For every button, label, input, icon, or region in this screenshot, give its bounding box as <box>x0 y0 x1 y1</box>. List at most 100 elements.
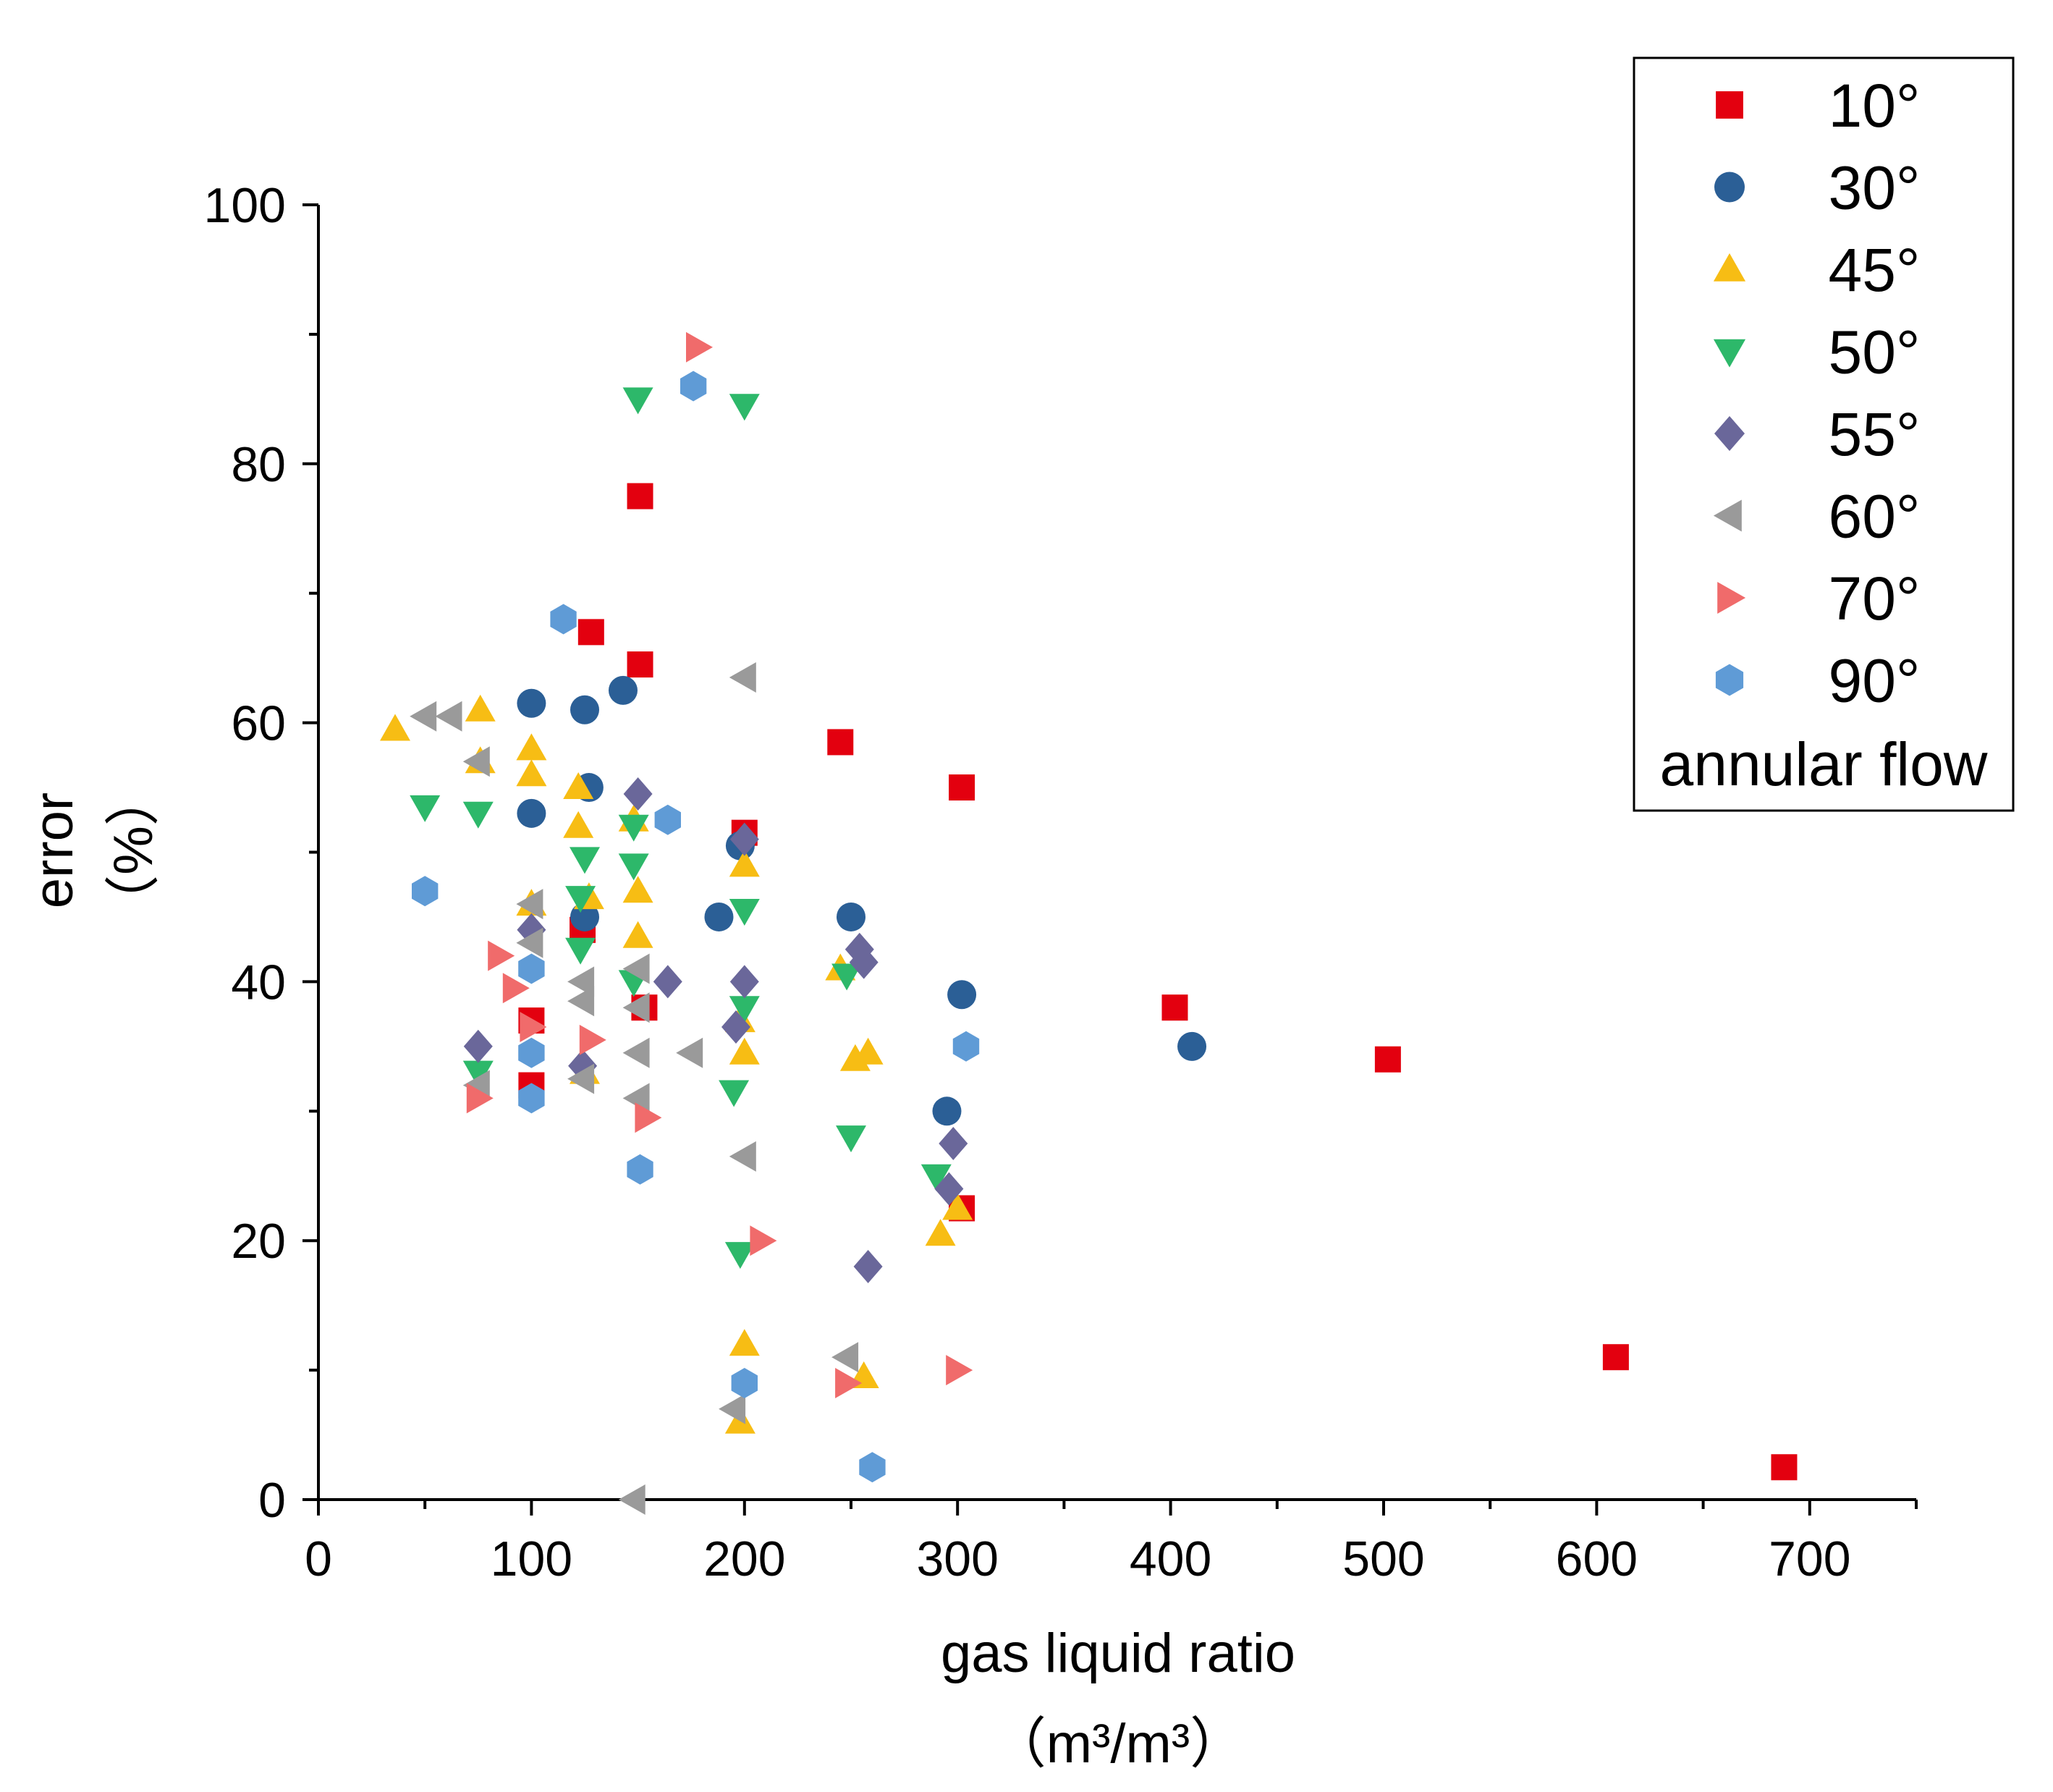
series-50deg-point <box>622 387 653 415</box>
series-70deg-point <box>502 973 530 1004</box>
series-60deg-point <box>435 701 462 732</box>
x-tick-label: 300 <box>916 1531 998 1586</box>
legend: 10° 30° 45° 50° 55° 60° 70° 90° annular flow <box>1633 56 2015 812</box>
series-70deg-point <box>520 1012 547 1042</box>
series-55deg-point <box>729 965 759 999</box>
series-60deg-point <box>831 1342 859 1373</box>
series-60deg-point <box>622 1037 650 1068</box>
x-axis-title: gas liquid ratio <box>941 1623 1295 1684</box>
series-60deg-point <box>516 889 543 920</box>
series-55deg-point <box>463 1029 493 1063</box>
series-45deg-point <box>942 1193 973 1220</box>
series-50deg-point <box>462 801 494 829</box>
series-50deg-point <box>570 847 600 874</box>
series-90deg-points <box>412 371 980 1483</box>
x-tick-label: 600 <box>1556 1531 1638 1586</box>
series-45deg-point <box>925 1219 956 1246</box>
series-70deg-point <box>635 1102 662 1133</box>
series-60deg-point <box>410 701 437 732</box>
legend-item-10deg-marker <box>1716 91 1743 119</box>
series-60deg-point <box>462 746 490 777</box>
series-50deg-point <box>565 937 596 965</box>
x-tick-label: 400 <box>1130 1531 1211 1586</box>
series-10deg-point <box>1161 994 1188 1021</box>
series-30deg-point <box>570 902 599 931</box>
x-axis-unit: （m³/m³） <box>991 1713 1245 1775</box>
series-90deg-point <box>952 1031 980 1062</box>
x-tick-label: 500 <box>1342 1531 1424 1586</box>
legend-item-70deg-label: 70° <box>1828 565 1920 633</box>
series-50deg-point <box>724 1242 755 1269</box>
legend-item-45deg: 45° <box>1713 236 1921 304</box>
legend-box <box>1633 56 2015 812</box>
legend-item-50deg-marker <box>1713 339 1746 368</box>
series-45deg-point <box>622 921 653 948</box>
series-10deg-point <box>1374 1046 1401 1073</box>
series-30deg-point <box>1177 1031 1207 1061</box>
series-90deg-point <box>550 604 577 635</box>
series-70deg-point <box>579 1024 606 1055</box>
series-30deg-point <box>517 688 546 718</box>
series-90deg-point <box>518 1083 545 1114</box>
series-70deg-point <box>466 1083 494 1114</box>
series-45deg-point <box>622 876 653 903</box>
series-10deg-point <box>577 619 604 646</box>
series-50deg-point <box>729 899 760 926</box>
series-50deg-point <box>618 853 649 881</box>
series-50deg-point <box>920 1164 952 1191</box>
legend-item-90deg: 90° <box>1715 647 1921 715</box>
series-90deg-point <box>518 1037 545 1068</box>
series-45deg-point <box>516 733 547 761</box>
series-70deg-point <box>686 331 713 363</box>
series-50deg-point <box>719 1080 750 1107</box>
series-60deg-point <box>719 1393 746 1424</box>
series-90deg-point <box>680 371 707 402</box>
legend-item-60deg: 60° <box>1713 483 1921 551</box>
legend-item-45deg-label: 45° <box>1828 236 1920 304</box>
series-60deg-points <box>410 662 859 1515</box>
y-tick-label: 80 <box>231 437 286 492</box>
series-55deg-point <box>853 1250 883 1283</box>
series-45deg-point <box>465 694 496 722</box>
series-50deg-point <box>729 394 760 421</box>
series-55deg-point <box>721 1010 750 1044</box>
series-60deg-point <box>622 953 650 984</box>
series-60deg-point <box>729 1141 756 1172</box>
series-70deg-point <box>946 1355 973 1386</box>
legend-item-55deg-marker <box>1714 415 1745 452</box>
legend-item-90deg-label: 90° <box>1828 647 1920 715</box>
y-axis-unit: （%） <box>103 771 164 930</box>
legend-item-55deg-label: 55° <box>1828 400 1920 468</box>
ticks-group: 0 100 200 300 400 500 600 700 0 20 40 60 80 100 <box>204 178 1918 1586</box>
legend-item-30deg-label: 30° <box>1828 154 1920 222</box>
legend-item-30deg: 30° <box>1714 154 1921 222</box>
series-10deg-point <box>627 483 653 510</box>
series-30deg-point <box>837 902 865 931</box>
series-55deg-point <box>939 1127 968 1160</box>
series-60deg-point <box>516 927 543 958</box>
x-tick-label: 0 <box>305 1531 332 1586</box>
series-45deg-point <box>516 759 547 787</box>
y-axis-title: error <box>23 793 85 908</box>
series-45deg-point <box>729 850 760 877</box>
series-55deg-point <box>623 777 653 811</box>
series-50deg-point <box>618 814 649 842</box>
series-60deg-point <box>622 992 650 1023</box>
series-70deg-point <box>488 940 515 971</box>
series-10deg-point <box>1602 1344 1629 1371</box>
series-30deg-point <box>947 980 977 1010</box>
series-30deg-point <box>608 675 638 705</box>
y-tick-label: 60 <box>231 696 286 751</box>
series-60deg-point <box>567 966 595 997</box>
legend-item-60deg-label: 60° <box>1828 483 1920 551</box>
y-tick-label: 20 <box>231 1214 286 1269</box>
series-10deg-points <box>518 483 1798 1481</box>
series-90deg-point <box>412 876 439 907</box>
x-tick-label: 100 <box>491 1531 572 1586</box>
series-50deg-point <box>836 1125 866 1153</box>
series-10deg-point <box>627 651 653 678</box>
series-60deg-point <box>676 1037 703 1068</box>
series-55deg-point <box>849 945 879 979</box>
series-45deg-point <box>563 772 594 799</box>
